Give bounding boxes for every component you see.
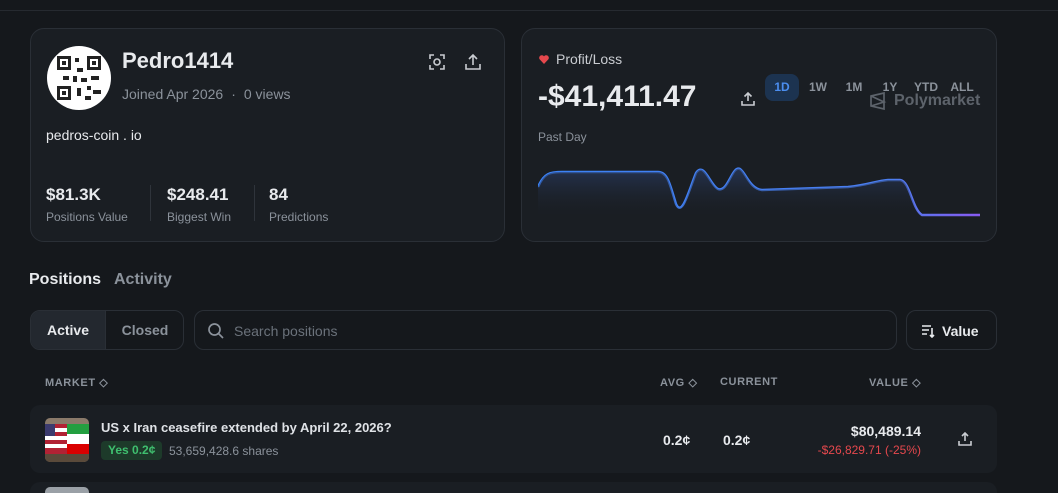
stat: 84 Predictions: [269, 185, 328, 224]
column-header[interactable]: MARKET ◇: [45, 377, 109, 389]
shares: 53,659,428.6 shares: [169, 444, 279, 458]
column-header[interactable]: VALUE ◇: [869, 377, 922, 389]
column-label: MARKET: [45, 377, 96, 389]
stat-value: 84: [269, 185, 288, 204]
website: pedros-coin . io: [46, 127, 142, 143]
column-label: CURRENT: [720, 376, 778, 388]
joined-info: Joined Apr 2026 · 0 views: [122, 86, 291, 102]
stat-label: Positions Value: [46, 210, 128, 224]
sort-icon: [922, 325, 935, 338]
pnl-label: Profit/Loss: [556, 51, 623, 67]
avg-price: 0.2¢: [663, 432, 691, 448]
column-header[interactable]: AVG ◇: [660, 377, 698, 389]
position-change: -$26,829.71 (-25%): [817, 443, 921, 457]
pnl-sparkline: [538, 167, 980, 219]
stat-label: Biggest Win: [167, 210, 232, 224]
range-button[interactable]: ALL: [950, 80, 974, 94]
share-icon[interactable]: [958, 432, 972, 446]
filter-closed[interactable]: Closed: [121, 322, 169, 338]
stat-value: $81.3K: [46, 185, 101, 204]
search-placeholder: Search positions: [234, 323, 338, 339]
share-icon[interactable]: [464, 53, 482, 71]
column-header: CURRENT: [720, 376, 778, 388]
range-button[interactable]: 1M: [845, 80, 863, 94]
avatar: [47, 46, 111, 110]
market-image: [45, 418, 89, 462]
divider: [254, 185, 255, 221]
position-value: $80,489.14: [850, 423, 921, 439]
position-row-partial[interactable]: [30, 482, 997, 493]
range-button[interactable]: 1Y: [882, 80, 898, 94]
joined: Joined Apr 2026: [122, 86, 224, 102]
search-icon: [208, 323, 224, 339]
column-label: AVG: [660, 377, 685, 389]
market-title[interactable]: US x Iran ceasefire extended by April 22…: [101, 420, 392, 435]
market-image: [45, 487, 89, 493]
filter-active[interactable]: Active: [31, 311, 106, 349]
qr-code: [57, 56, 101, 100]
views: 0 views: [243, 86, 291, 102]
top-border: [0, 10, 1058, 11]
tab[interactable]: Positions: [29, 271, 102, 288]
stat-label: Predictions: [269, 210, 329, 224]
scan-icon[interactable]: [428, 53, 446, 71]
pnl-card: Profit/Loss 1D 1W 1M 1Y YTD ALL -$41,411.47 P…: [521, 28, 997, 242]
tab[interactable]: Activity: [114, 271, 172, 288]
current-price: 0.2¢: [723, 432, 751, 448]
stat-value: $248.41: [167, 185, 229, 204]
pnl-value: -$41,411.47: [538, 80, 697, 113]
outcome-badge: Yes 0.2¢: [101, 441, 163, 460]
search-box[interactable]: Search positions: [194, 310, 897, 350]
username: Pedro1414: [122, 48, 234, 73]
period-label: Past Day: [538, 130, 587, 144]
range-button[interactable]: 1D: [765, 74, 799, 101]
column-label: VALUE: [869, 377, 909, 389]
profile-card: Pedro1414 Joined Apr 2026 · 0 views pedros…: [30, 28, 505, 242]
range-button[interactable]: YTD: [914, 80, 938, 94]
heart-icon: [539, 55, 549, 64]
stat: $81.3K Positions Value: [46, 185, 128, 224]
sort-button[interactable]: Value: [906, 310, 997, 350]
stat: $248.41 Biggest Win: [167, 185, 231, 224]
position-row[interactable]: US x Iran ceasefire extended by April 22…: [30, 405, 997, 473]
divider: [150, 185, 151, 221]
sort-label: Value: [942, 323, 979, 339]
range-button[interactable]: 1W: [809, 80, 827, 94]
share-icon[interactable]: [740, 91, 756, 107]
filter-toggle: Active Closed: [30, 310, 184, 350]
polymarket-logo: [870, 92, 887, 110]
brand: Polymarket: [894, 92, 981, 109]
